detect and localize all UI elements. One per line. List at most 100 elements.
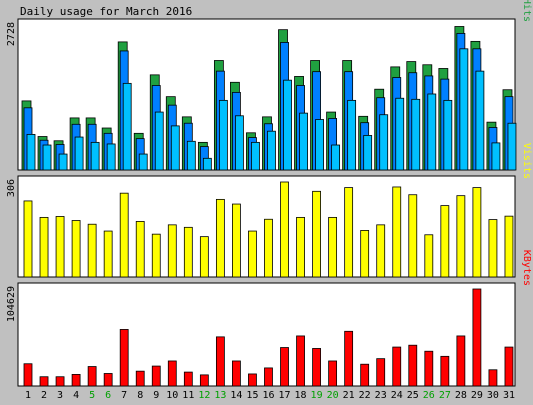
bar-visits-31 xyxy=(504,215,514,278)
bar-pages-17 xyxy=(283,79,292,171)
y-max-label-hits-files-pages: 2728 xyxy=(6,22,17,46)
bar-visits-1 xyxy=(23,200,33,278)
bar-pages-21 xyxy=(347,99,357,171)
bar-kbytes-28 xyxy=(456,335,466,387)
bar-visits-18 xyxy=(296,216,305,278)
bar-pages-25 xyxy=(411,98,421,171)
bar-kbytes-10 xyxy=(167,360,177,387)
bar-visits-3 xyxy=(55,216,65,278)
bar-visits-30 xyxy=(488,219,498,278)
bar-kbytes-14 xyxy=(232,360,241,387)
x-tick-label-21: 21 xyxy=(343,390,355,401)
x-tick-label-30: 30 xyxy=(487,390,499,401)
x-tick-label-4: 4 xyxy=(73,390,79,401)
bar-kbytes-27 xyxy=(440,355,450,387)
bar-visits-25 xyxy=(408,194,418,278)
bar-visits-22 xyxy=(360,230,370,278)
y-max-label-visits: 306 xyxy=(6,179,17,197)
x-tick-label-18: 18 xyxy=(295,390,307,401)
chart-title: Daily usage for March 2016 xyxy=(20,5,192,18)
bar-visits-16 xyxy=(264,218,273,278)
x-tick-label-31: 31 xyxy=(503,390,515,401)
x-tick-label-9: 9 xyxy=(153,390,159,401)
x-tick-label-25: 25 xyxy=(407,390,419,401)
bar-pages-15 xyxy=(251,141,260,171)
bar-kbytes-26 xyxy=(424,350,434,387)
bar-visits-10 xyxy=(167,224,177,278)
bar-visits-7 xyxy=(119,192,129,278)
bar-pages-13 xyxy=(218,99,228,171)
bar-pages-10 xyxy=(170,125,180,171)
x-axis-labels: 1 2 3 4 5 6 7 8 9 10 11 12 13 14 15 16 17 18 19 20 21 22 23 24 2… xyxy=(25,390,515,401)
bar-visits-13 xyxy=(215,198,225,278)
x-tick-label-17: 17 xyxy=(278,390,290,401)
bar-visits-4 xyxy=(71,220,81,278)
bar-visits-9 xyxy=(151,233,161,278)
x-tick-label-7: 7 xyxy=(121,390,127,401)
bar-pages-6 xyxy=(106,143,116,171)
x-tick-label-19: 19 xyxy=(311,390,323,401)
bar-visits-24 xyxy=(392,186,402,278)
bar-kbytes-25 xyxy=(408,344,418,387)
bar-visits-29 xyxy=(472,187,482,278)
x-tick-label-26: 26 xyxy=(423,390,435,401)
bar-visits-27 xyxy=(440,205,450,278)
bar-pages-3 xyxy=(58,153,68,171)
bar-kbytes-12 xyxy=(199,374,209,387)
bar-pages-22 xyxy=(363,135,373,171)
bar-pages-27 xyxy=(443,99,453,171)
x-tick-label-20: 20 xyxy=(327,390,339,401)
x-tick-label-14: 14 xyxy=(230,390,242,401)
x-tick-label-6: 6 xyxy=(105,390,111,401)
bars-hits-files-pages xyxy=(21,26,517,171)
bar-pages-23 xyxy=(379,114,389,171)
x-tick-label-11: 11 xyxy=(182,390,194,401)
bars-visits xyxy=(23,181,514,278)
bar-pages-18 xyxy=(299,112,308,171)
bar-visits-17 xyxy=(280,181,289,278)
bar-pages-30 xyxy=(491,142,501,171)
bar-visits-21 xyxy=(344,187,354,278)
x-tick-label-1: 1 xyxy=(25,390,31,401)
chart-panels: 2728 Pages/Files/Hits 306 Visits 104629 KByte… xyxy=(6,0,532,387)
x-tick-label-2: 2 xyxy=(41,390,47,401)
bar-kbytes-29 xyxy=(472,288,482,387)
x-tick-label-13: 13 xyxy=(214,390,226,401)
bar-kbytes-15 xyxy=(248,373,257,387)
panel-kbytes: 104629 KBytes xyxy=(6,250,532,387)
bar-kbytes-7 xyxy=(119,329,129,387)
x-tick-label-23: 23 xyxy=(375,390,387,401)
bar-visits-23 xyxy=(376,224,386,278)
bar-pages-29 xyxy=(475,70,485,171)
bar-pages-14 xyxy=(235,115,244,171)
bar-kbytes-6 xyxy=(103,373,113,387)
legend-visits: Visits xyxy=(521,143,532,179)
bar-kbytes-9 xyxy=(151,365,161,387)
x-tick-label-22: 22 xyxy=(359,390,371,401)
bar-pages-8 xyxy=(138,153,148,171)
bar-kbytes-11 xyxy=(183,371,193,387)
x-tick-label-5: 5 xyxy=(89,390,95,401)
bar-kbytes-31 xyxy=(504,346,514,387)
bar-visits-20 xyxy=(328,216,338,278)
bar-kbytes-4 xyxy=(71,374,81,387)
bar-kbytes-2 xyxy=(39,376,49,387)
bar-pages-7 xyxy=(122,82,132,171)
bar-kbytes-18 xyxy=(296,335,305,387)
bar-kbytes-13 xyxy=(215,336,225,387)
bar-pages-24 xyxy=(395,97,405,171)
x-tick-label-24: 24 xyxy=(391,390,403,401)
bar-kbytes-19 xyxy=(312,348,321,387)
legend-kbytes: KBytes xyxy=(521,250,532,286)
bar-pages-1 xyxy=(26,133,36,171)
bar-kbytes-3 xyxy=(55,376,65,387)
bar-kbytes-5 xyxy=(87,366,97,387)
bar-pages-4 xyxy=(74,136,84,171)
bar-pages-12 xyxy=(202,157,212,171)
bar-kbytes-1 xyxy=(23,363,33,387)
legend-hits-files-pages: Pages/Files/Hits xyxy=(521,0,532,22)
bar-pages-20 xyxy=(331,144,341,171)
legend-item-visits-0: Visits xyxy=(521,143,532,179)
bar-pages-5 xyxy=(90,141,100,171)
